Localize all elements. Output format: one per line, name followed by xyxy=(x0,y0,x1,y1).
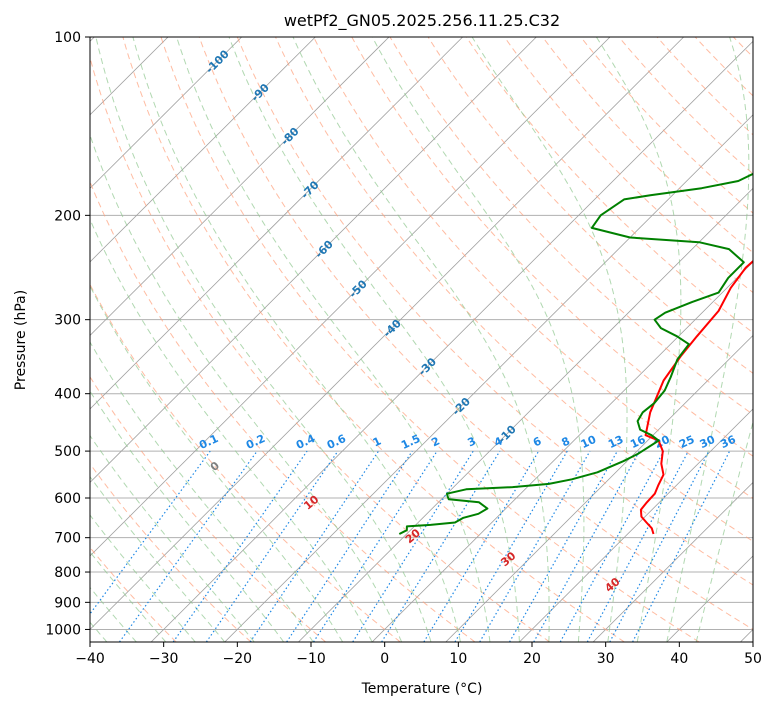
moist-adiabat-line xyxy=(90,434,255,642)
mixing-ratio-line xyxy=(172,450,308,642)
x-axis-title: Temperature (°C) xyxy=(361,681,483,697)
mixing-ratio-line xyxy=(586,450,689,642)
mixing-ratio-line xyxy=(352,450,474,642)
mixing-ratio-label: 13 xyxy=(606,433,625,451)
chart-title: wetPf2_GN05.2025.256.11.25.C32 xyxy=(284,11,560,31)
y-tick-label: 100 xyxy=(54,30,81,46)
x-tick-label: 50 xyxy=(744,651,762,667)
dry-adiabat-line xyxy=(503,37,753,294)
mixing-ratio-label: 16 xyxy=(628,433,648,451)
x-tick-label: 20 xyxy=(523,651,541,667)
dry-adiabat-line xyxy=(275,37,753,542)
mixing-ratio-line xyxy=(509,450,618,642)
dry-adiabat-line xyxy=(122,37,625,642)
dry-adiabat-line xyxy=(236,37,753,586)
dry-adiabat-line xyxy=(90,375,326,642)
x-tick-label: −30 xyxy=(149,651,179,667)
moist-adiabat-line xyxy=(595,37,682,642)
x-tick-label: 0 xyxy=(380,651,389,667)
moist-adiabat-line xyxy=(176,37,491,642)
moist-adiabat-line xyxy=(471,37,628,642)
x-tick-label: 10 xyxy=(449,651,467,667)
isotherm-line xyxy=(592,481,753,642)
isotherm-line xyxy=(90,37,611,557)
isotherm-line xyxy=(90,37,463,410)
mixing-ratio-line xyxy=(479,450,591,642)
mixing-ratio-label: 20 xyxy=(652,433,672,451)
isotherm-line xyxy=(90,37,242,189)
moist-adiabat-line xyxy=(666,37,750,642)
y-tick-label: 700 xyxy=(54,531,81,547)
y-axis-title: Pressure (hPa) xyxy=(13,290,29,390)
dry-adiabat-line xyxy=(198,37,753,630)
background-lines xyxy=(90,37,753,642)
isotherm-line xyxy=(445,334,753,642)
isotherm-line xyxy=(90,37,684,631)
moist-adiabat-line xyxy=(90,475,226,642)
mixing-ratio-label: 30 xyxy=(698,433,718,451)
isotherm-line xyxy=(224,114,753,642)
dry-adiabat-line xyxy=(90,462,252,642)
y-tick-label: 900 xyxy=(54,595,81,611)
mixing-ratio-line xyxy=(533,450,640,642)
mixing-ratio-label: 25 xyxy=(677,433,696,451)
dry-adiabat-line xyxy=(160,37,700,642)
y-tick-label: 400 xyxy=(54,387,81,403)
isotherm-line xyxy=(519,408,753,642)
dry-adiabat-line xyxy=(90,55,550,642)
y-tick-label: 300 xyxy=(54,313,81,329)
x-axis-ticks: −40 −30 −20 −10 0 10 20 30 40 50 xyxy=(75,642,762,667)
y-tick-label: 800 xyxy=(54,565,81,581)
isotherm-line xyxy=(150,40,753,642)
mixing-ratio-label: 10 xyxy=(579,433,599,451)
x-tick-label: −20 xyxy=(223,651,253,667)
plot-frame xyxy=(89,36,754,643)
moist-adiabat-line xyxy=(90,284,344,642)
temperature-line xyxy=(639,259,753,535)
y-tick-label: 1000 xyxy=(45,622,81,638)
mixing-ratio-line xyxy=(381,450,501,642)
mixing-ratio-line xyxy=(454,450,568,642)
isotherm-line xyxy=(90,37,316,263)
mixing-ratio-line xyxy=(423,450,540,642)
moist-adiabat-line xyxy=(228,37,520,642)
y-tick-label: 500 xyxy=(54,444,81,460)
mixing-ratio-label: 36 xyxy=(718,433,738,451)
isotherm-line xyxy=(90,37,390,336)
moist-adiabat-line xyxy=(90,341,314,642)
x-tick-label: −10 xyxy=(296,651,326,667)
profile-series xyxy=(398,172,753,535)
x-tick-label: 40 xyxy=(670,651,688,667)
isotherm-line xyxy=(90,37,537,483)
mixing-ratio-line xyxy=(118,450,258,642)
y-tick-label: 600 xyxy=(54,491,81,507)
dewpoint-line xyxy=(398,172,753,535)
mixing-ratio-line xyxy=(205,450,339,642)
y-axis-ticks: 1000 900 800 700 600 500 400 300 200 100 xyxy=(45,30,90,638)
moist-adiabat-line xyxy=(90,390,285,642)
moist-adiabat-line xyxy=(90,133,403,642)
moist-adiabat-line xyxy=(292,37,550,642)
moist-adiabat-line xyxy=(95,37,432,642)
y-tick-label: 200 xyxy=(54,208,81,224)
x-tick-label: −40 xyxy=(75,651,105,667)
moist-adiabat-line xyxy=(695,420,753,642)
moist-adiabat-line xyxy=(90,514,196,642)
mixing-ratio-line xyxy=(559,450,665,642)
moist-adiabat-line xyxy=(90,551,167,642)
moist-adiabat-line xyxy=(371,37,585,642)
moist-adiabat-line xyxy=(90,218,373,642)
isotherm-line xyxy=(371,261,753,642)
x-tick-label: 30 xyxy=(597,651,615,667)
